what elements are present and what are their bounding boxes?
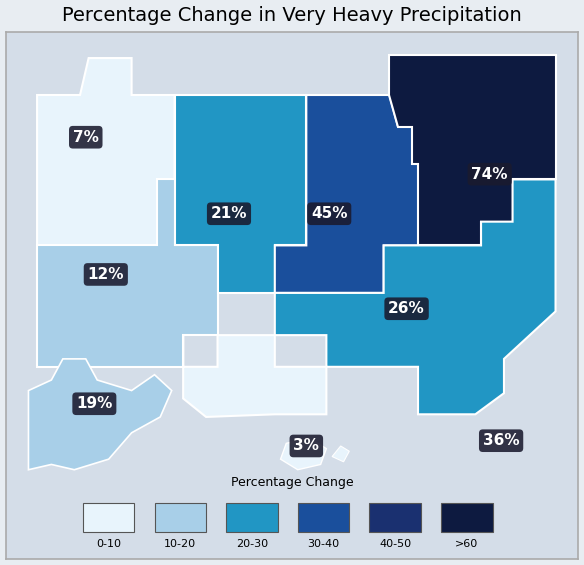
Polygon shape <box>37 180 217 367</box>
Text: 40-50: 40-50 <box>379 538 411 549</box>
Bar <box>441 503 492 532</box>
Text: Percentage Change: Percentage Change <box>231 476 353 489</box>
Polygon shape <box>29 359 172 470</box>
Text: 10-20: 10-20 <box>164 538 196 549</box>
Text: 12%: 12% <box>88 267 124 282</box>
Polygon shape <box>183 335 326 417</box>
Text: 20-30: 20-30 <box>236 538 268 549</box>
Bar <box>226 503 277 532</box>
Polygon shape <box>37 58 175 245</box>
Text: 21%: 21% <box>211 206 247 221</box>
Title: Percentage Change in Very Heavy Precipitation: Percentage Change in Very Heavy Precipit… <box>62 6 522 24</box>
Polygon shape <box>275 180 555 414</box>
Text: 3%: 3% <box>293 438 319 454</box>
Text: 7%: 7% <box>73 130 99 145</box>
Polygon shape <box>280 438 326 470</box>
Text: 19%: 19% <box>76 396 113 411</box>
Text: 36%: 36% <box>483 433 519 448</box>
Bar <box>83 503 134 532</box>
Text: 45%: 45% <box>311 206 347 221</box>
Text: 0-10: 0-10 <box>96 538 121 549</box>
Bar <box>298 503 349 532</box>
Text: 30-40: 30-40 <box>307 538 339 549</box>
Text: 26%: 26% <box>388 301 425 316</box>
Polygon shape <box>175 95 307 293</box>
Text: 74%: 74% <box>471 167 508 182</box>
Polygon shape <box>332 446 349 462</box>
Text: >60: >60 <box>455 538 478 549</box>
Bar <box>155 503 206 532</box>
Polygon shape <box>390 55 555 245</box>
Polygon shape <box>275 95 418 293</box>
Bar <box>369 503 421 532</box>
